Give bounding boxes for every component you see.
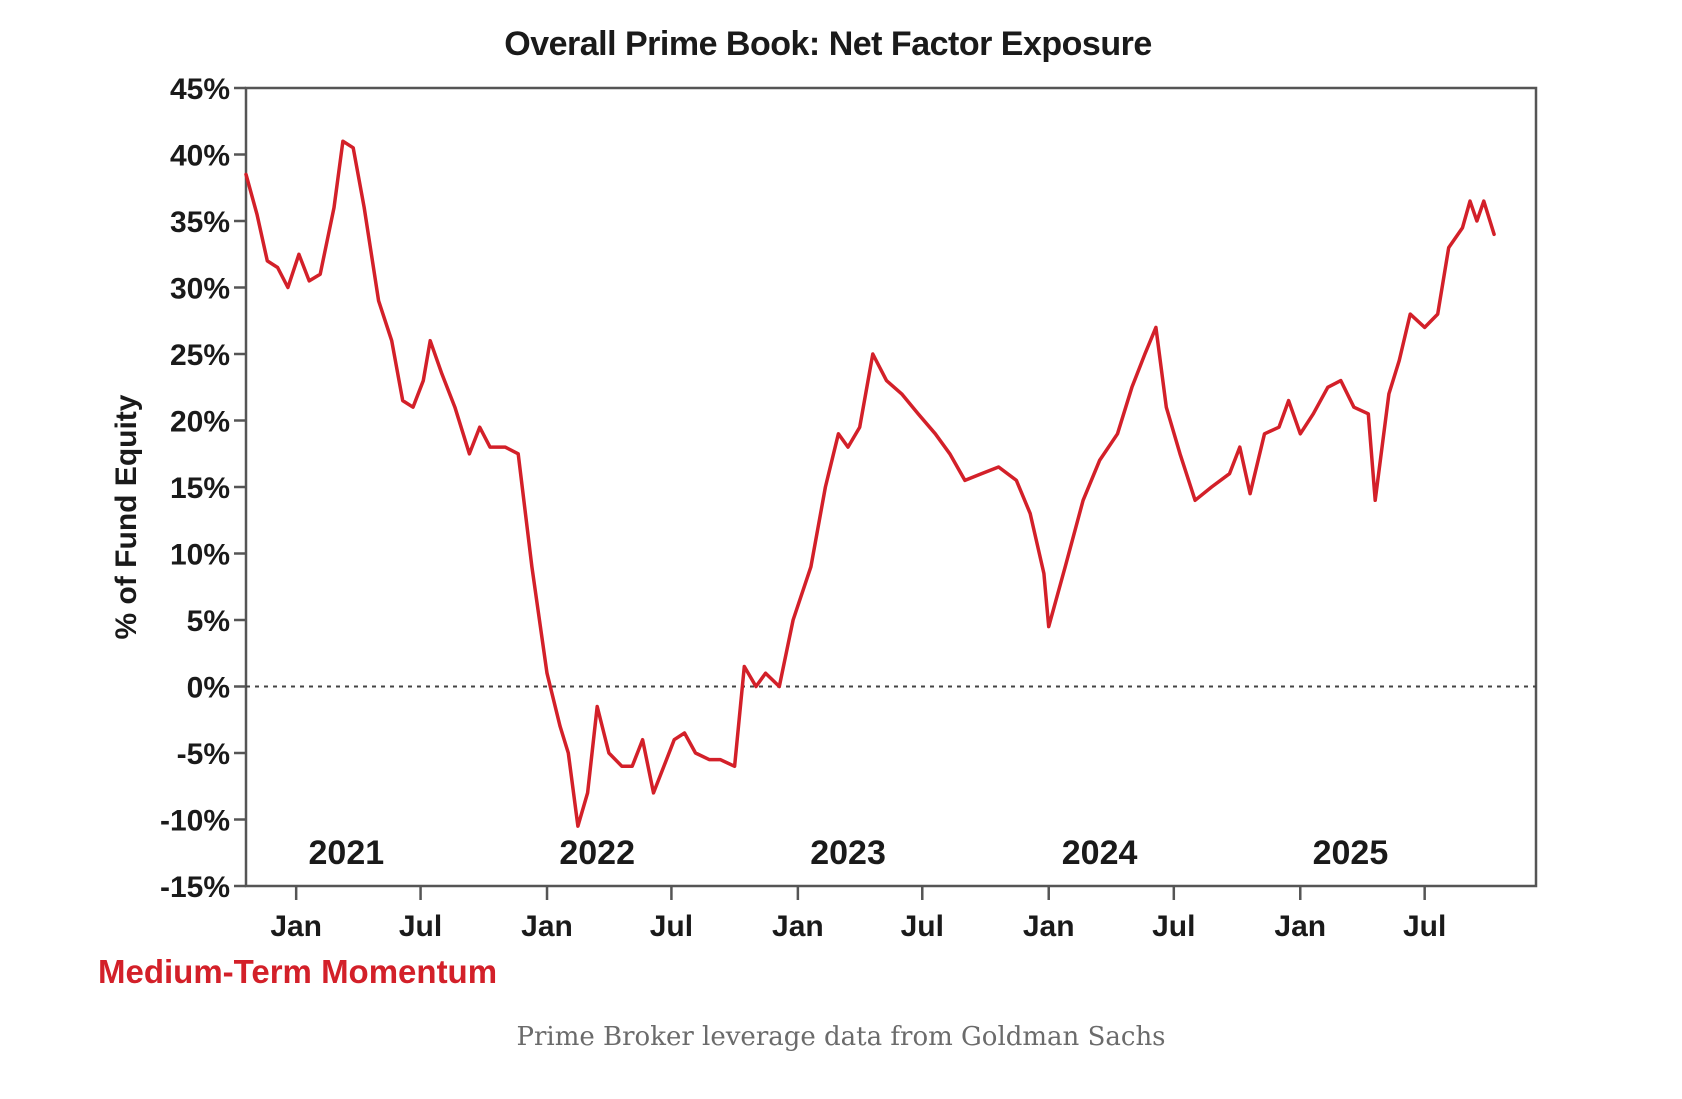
y-tick-label: 30% [170,273,230,306]
y-tick-label: 20% [170,406,230,439]
year-label: 2024 [1062,834,1138,872]
year-label: 2022 [559,834,635,872]
x-tick-label: Jul [399,910,442,943]
x-tick-label: Jan [1023,910,1075,943]
year-label: 2023 [810,834,886,872]
x-tick-label: Jul [901,910,944,943]
y-tick-label: -15% [160,871,230,904]
y-tick-label: 10% [170,539,230,572]
y-tick-label: 15% [170,472,230,505]
y-tick-label: -10% [160,805,230,838]
y-tick-label: 35% [170,206,230,239]
y-axis-label: % of Fund Equity [110,394,143,639]
series-line-medium-term-momentum [244,139,1496,828]
y-tick-label: 5% [187,605,230,638]
x-tick-label: Jan [521,910,573,943]
x-axis: Jan Jul Jan Jul Jan Jul Jan Jul Jan Jul [270,886,1446,943]
plot-frame [244,86,1538,888]
x-tick-label: Jul [1403,910,1446,943]
x-tick-label: Jan [772,910,824,943]
year-label: 2025 [1313,834,1389,872]
series-label: Medium-Term Momentum [98,953,497,990]
x-tick-label: Jan [1274,910,1326,943]
year-labels: 2021 2022 2023 2024 2025 [309,834,1389,872]
y-tick-label: 40% [170,140,230,173]
y-axis: 45% 40% 35% 30% 25% 20% 15% 10% 5% 0% -5% -10% -15% [160,73,246,904]
x-tick-label: Jul [650,910,693,943]
x-tick-label: Jul [1152,910,1195,943]
x-tick-label: Jan [270,910,322,943]
year-label: 2021 [309,834,385,872]
y-tick-label: 25% [170,339,230,372]
figure-caption: Prime Broker leverage data from Goldman … [516,1022,1166,1052]
chart-title: Overall Prime Book: Net Factor Exposure [504,25,1151,63]
y-tick-label: 45% [170,73,230,106]
y-tick-label: 0% [187,672,230,705]
y-tick-label: -5% [177,738,230,771]
